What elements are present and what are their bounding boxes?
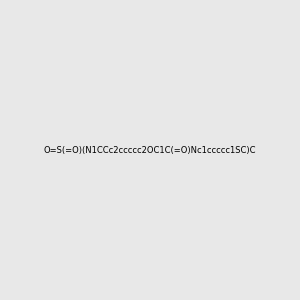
Text: O=S(=O)(N1CCc2ccccc2OC1C(=O)Nc1ccccc1SC)C: O=S(=O)(N1CCc2ccccc2OC1C(=O)Nc1ccccc1SC)… [44, 146, 256, 154]
